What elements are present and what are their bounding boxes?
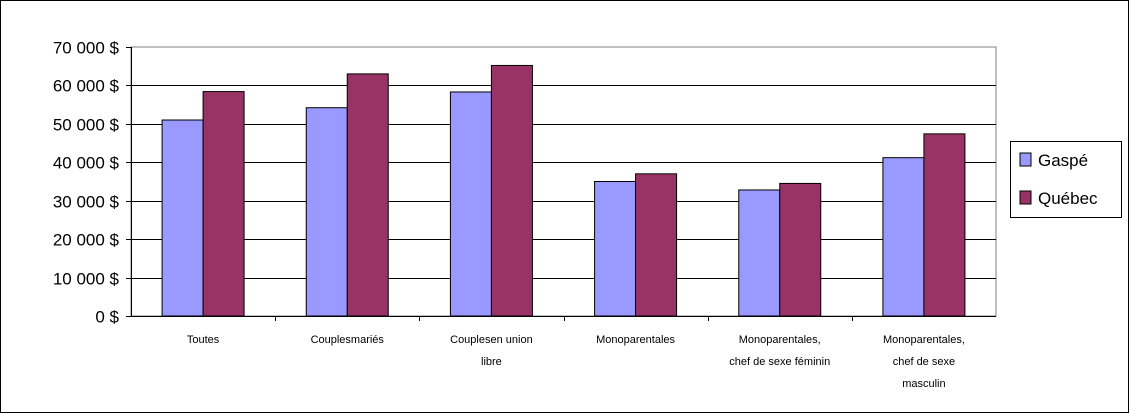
x-tick-label-line: masculin bbox=[902, 378, 945, 390]
y-tick-label: 50 000 $ bbox=[53, 116, 120, 135]
x-tick-label: Monoparentales bbox=[596, 334, 675, 346]
y-tick-label: 20 000 $ bbox=[53, 231, 120, 250]
x-tick-label-line: chef de sexe féminin bbox=[729, 356, 830, 368]
x-tick-label-line: Monoparentales, bbox=[883, 334, 965, 346]
y-tick-label: 10 000 $ bbox=[53, 270, 120, 289]
x-tick-label-line: chef de sexe bbox=[893, 356, 955, 368]
x-tick-label-line: Couplesmariés bbox=[311, 334, 385, 346]
bar-gasp-5 bbox=[882, 157, 925, 317]
y-tick-label: 70 000 $ bbox=[53, 39, 120, 58]
y-tick-label: 0 $ bbox=[95, 308, 119, 327]
x-tick-label: Monoparentales, chef de sexe masculin bbox=[883, 334, 965, 390]
bar-qubec-4 bbox=[779, 182, 822, 317]
x-tick-label-line: Toutes bbox=[187, 334, 220, 346]
y-tick-label: 60 000 $ bbox=[53, 77, 120, 96]
bar-gasp-0 bbox=[161, 119, 204, 317]
plot-area: 0 $ 10 000 $ 20 000 $ 30 000 $ 40 000 $ 50 00… bbox=[53, 39, 997, 390]
legend-swatch-0 bbox=[1019, 152, 1032, 167]
bar-qubec-1 bbox=[346, 73, 389, 317]
legend-label-1: Québec bbox=[1038, 189, 1098, 208]
x-tick-label: Couplesen union libre bbox=[450, 334, 533, 368]
legend-swatch-1 bbox=[1019, 190, 1032, 205]
bar-gasp-4 bbox=[738, 189, 781, 317]
bar-qubec-0 bbox=[202, 91, 245, 317]
y-tick-label: 30 000 $ bbox=[53, 193, 120, 212]
x-tick-label: Couplesmariés bbox=[311, 334, 385, 346]
x-tick-label: Monoparentales, chef de sexe féminin bbox=[729, 334, 830, 368]
legend-label-0: Gaspé bbox=[1038, 151, 1088, 170]
x-tick-label: Toutes bbox=[187, 334, 220, 346]
y-tick-label: 40 000 $ bbox=[53, 154, 120, 173]
bar-qubec-2 bbox=[490, 64, 533, 317]
bar-gasp-3 bbox=[594, 181, 637, 317]
x-tick-label-line: Monoparentales, bbox=[739, 334, 821, 346]
bar-gasp-1 bbox=[305, 107, 348, 317]
bar-qubec-5 bbox=[923, 133, 966, 317]
plot-background bbox=[130, 46, 997, 317]
x-tick-label-line: Monoparentales bbox=[596, 334, 675, 346]
bar-qubec-3 bbox=[635, 173, 678, 317]
x-tick-label-line: Couplesen union bbox=[450, 334, 533, 346]
legend: Gaspé Québec bbox=[1010, 141, 1122, 218]
bar-gasp-2 bbox=[449, 91, 492, 317]
x-tick-label-line: libre bbox=[481, 356, 502, 368]
